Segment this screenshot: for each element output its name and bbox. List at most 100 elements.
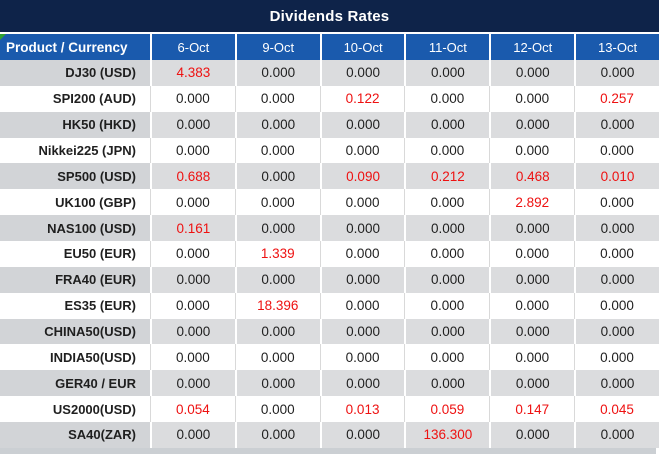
rate-cell[interactable]: 0.000 (234, 163, 320, 190)
rate-cell[interactable]: 0.468 (489, 163, 575, 190)
rate-cell[interactable]: 0.000 (404, 85, 490, 112)
rate-cell[interactable]: 0.054 (150, 396, 235, 423)
rate-cell[interactable]: 0.000 (150, 241, 235, 267)
rate-cell[interactable]: 0.212 (404, 163, 490, 190)
rate-cell[interactable]: 0.059 (404, 396, 490, 423)
rate-cell[interactable]: 0.000 (319, 318, 405, 345)
product-cell[interactable]: SPI200 (AUD) (0, 85, 150, 112)
rate-cell[interactable]: 0.013 (319, 396, 405, 423)
rate-cell[interactable]: 0.000 (404, 292, 490, 319)
header-product-currency[interactable]: Product / Currency (0, 34, 150, 60)
rate-cell[interactable]: 0.000 (489, 344, 575, 371)
product-cell[interactable]: CHINA50(USD) (0, 318, 150, 345)
rate-cell[interactable]: 0.000 (404, 60, 490, 86)
rate-cell[interactable]: 0.000 (574, 318, 659, 345)
rate-cell[interactable]: 0.000 (574, 111, 659, 138)
rate-cell[interactable]: 0.000 (319, 266, 405, 293)
rate-cell[interactable]: 0.000 (489, 60, 575, 86)
rate-cell[interactable]: 0.000 (150, 111, 235, 138)
title-bar[interactable]: Dividends Rates (0, 0, 659, 32)
rate-cell[interactable]: 0.000 (489, 241, 575, 267)
rate-cell[interactable]: 0.000 (574, 344, 659, 371)
rate-cell[interactable]: 0.000 (489, 318, 575, 345)
rate-cell[interactable]: 0.000 (489, 111, 575, 138)
product-cell[interactable]: NAS100 (USD) (0, 215, 150, 242)
rate-cell[interactable]: 0.000 (404, 241, 490, 267)
rate-cell[interactable]: 0.147 (489, 396, 575, 423)
rate-cell[interactable]: 0.000 (489, 85, 575, 112)
rate-cell[interactable]: 0.000 (489, 266, 575, 293)
rate-cell[interactable]: 0.000 (489, 370, 575, 397)
rate-cell[interactable]: 0.000 (574, 241, 659, 267)
rate-cell[interactable]: 0.257 (574, 85, 659, 112)
product-cell[interactable]: SP500 (USD) (0, 163, 150, 190)
rate-cell[interactable]: 0.000 (234, 266, 320, 293)
rate-cell[interactable]: 0.000 (404, 215, 490, 242)
header-date-12oct[interactable]: 12-Oct (489, 34, 575, 60)
rate-cell[interactable]: 0.000 (234, 189, 320, 216)
rate-cell[interactable]: 0.000 (489, 215, 575, 242)
rate-cell[interactable]: 4.383 (150, 60, 235, 86)
rate-cell[interactable]: 0.000 (489, 292, 575, 319)
rate-cell[interactable]: 0.000 (150, 292, 235, 319)
rate-cell[interactable]: 0.000 (574, 137, 659, 164)
rate-cell[interactable]: 0.000 (404, 137, 490, 164)
product-cell[interactable]: Nikkei225 (JPN) (0, 137, 150, 164)
rate-cell[interactable]: 0.000 (319, 344, 405, 371)
rate-cell[interactable]: 0.000 (574, 292, 659, 319)
rate-cell[interactable]: 0.000 (574, 189, 659, 216)
rate-cell[interactable]: 0.000 (319, 292, 405, 319)
header-date-9oct[interactable]: 9-Oct (234, 34, 320, 60)
rate-cell[interactable]: 0.000 (150, 85, 235, 112)
rate-cell[interactable]: 0.000 (404, 111, 490, 138)
product-cell[interactable]: DJ30 (USD) (0, 60, 150, 86)
product-cell[interactable]: SA40(ZAR) (0, 422, 150, 448)
rate-cell[interactable]: 0.000 (574, 266, 659, 293)
rate-cell[interactable]: 0.045 (574, 396, 659, 423)
product-cell[interactable]: GER40 / EUR (0, 370, 150, 397)
rate-cell[interactable]: 0.000 (150, 344, 235, 371)
rate-cell[interactable]: 0.000 (234, 318, 320, 345)
rate-cell[interactable]: 0.161 (150, 215, 235, 242)
header-date-6oct[interactable]: 6-Oct (150, 34, 235, 60)
rate-cell[interactable]: 0.000 (319, 370, 405, 397)
rate-cell[interactable]: 0.000 (234, 215, 320, 242)
rate-cell[interactable]: 0.000 (234, 137, 320, 164)
rate-cell[interactable]: 0.000 (234, 396, 320, 423)
rate-cell[interactable]: 0.000 (150, 370, 235, 397)
rate-cell[interactable]: 0.000 (150, 318, 235, 345)
rate-cell[interactable]: 0.000 (150, 266, 235, 293)
rate-cell[interactable]: 1.339 (234, 241, 320, 267)
rate-cell[interactable]: 2.892 (489, 189, 575, 216)
rate-cell[interactable]: 0.000 (574, 422, 659, 448)
rate-cell[interactable]: 0.000 (319, 422, 405, 448)
header-date-13oct[interactable]: 13-Oct (574, 34, 659, 60)
rate-cell[interactable]: 0.000 (234, 60, 320, 86)
rate-cell[interactable]: 0.090 (319, 163, 405, 190)
rate-cell[interactable]: 0.000 (150, 422, 235, 448)
rate-cell[interactable]: 0.000 (574, 370, 659, 397)
rate-cell[interactable]: 0.000 (404, 266, 490, 293)
rate-cell[interactable]: 0.000 (574, 215, 659, 242)
rate-cell[interactable]: 0.000 (319, 189, 405, 216)
rate-cell[interactable]: 0.000 (234, 370, 320, 397)
rate-cell[interactable]: 0.000 (404, 318, 490, 345)
rate-cell[interactable]: 0.000 (319, 111, 405, 138)
rate-cell[interactable]: 0.000 (319, 241, 405, 267)
rate-cell[interactable]: 136.300 (404, 422, 490, 448)
rate-cell[interactable]: 0.000 (234, 422, 320, 448)
rate-cell[interactable]: 0.000 (319, 60, 405, 86)
rate-cell[interactable]: 0.000 (150, 137, 235, 164)
rate-cell[interactable]: 0.000 (319, 215, 405, 242)
product-cell[interactable]: EU50 (EUR) (0, 241, 150, 267)
product-cell[interactable]: ES35 (EUR) (0, 292, 150, 319)
rate-cell[interactable]: 0.000 (234, 344, 320, 371)
header-date-10oct[interactable]: 10-Oct (319, 34, 405, 60)
product-cell[interactable]: HK50 (HKD) (0, 111, 150, 138)
rate-cell[interactable]: 0.000 (150, 189, 235, 216)
rate-cell[interactable]: 0.000 (489, 137, 575, 164)
product-cell[interactable]: FRA40 (EUR) (0, 266, 150, 293)
product-cell[interactable]: UK100 (GBP) (0, 189, 150, 216)
rate-cell[interactable]: 0.000 (234, 85, 320, 112)
header-date-11oct[interactable]: 11-Oct (404, 34, 490, 60)
